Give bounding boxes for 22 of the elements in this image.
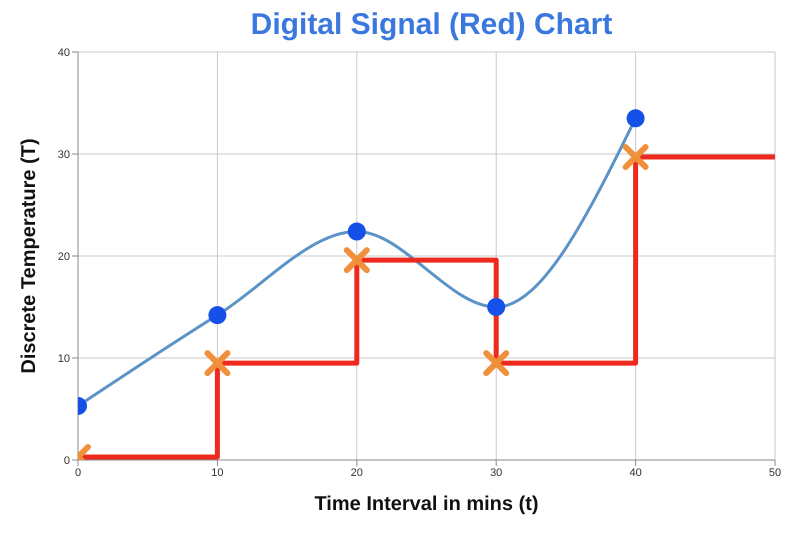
point — [626, 109, 645, 128]
y-tick-label: 0 — [64, 454, 70, 467]
x-tick-label: 0 — [74, 466, 82, 479]
point — [483, 350, 510, 376]
point — [348, 222, 366, 241]
point — [344, 247, 370, 274]
point — [204, 350, 230, 376]
y-tick-label: 10 — [58, 352, 70, 365]
x-tick-label: 10 — [211, 466, 224, 479]
x-tick-label: 40 — [629, 466, 642, 479]
point — [208, 306, 226, 324]
point — [622, 144, 649, 170]
x-tick-label: 50 — [768, 466, 782, 479]
y-axis-title: Discrete Temperature (T) — [18, 138, 40, 374]
point — [487, 298, 506, 316]
x-axis-title: Time Interval in mins (t) — [314, 493, 539, 515]
chart-title: Digital Signal (Red) Chart — [250, 8, 614, 42]
y-tick-label: 40 — [58, 46, 70, 59]
x-tick-label: 30 — [490, 466, 502, 479]
y-tick-label: 30 — [58, 148, 70, 161]
x-tick-label: 20 — [350, 466, 363, 479]
y-tick-label: 20 — [58, 250, 70, 263]
